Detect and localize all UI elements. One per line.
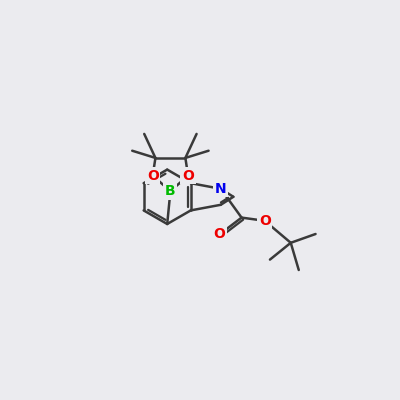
Text: O: O: [214, 227, 226, 241]
Text: O: O: [182, 169, 194, 182]
Text: N: N: [215, 182, 226, 196]
Text: O: O: [259, 214, 271, 228]
Text: O: O: [147, 169, 159, 182]
Text: B: B: [165, 184, 176, 198]
